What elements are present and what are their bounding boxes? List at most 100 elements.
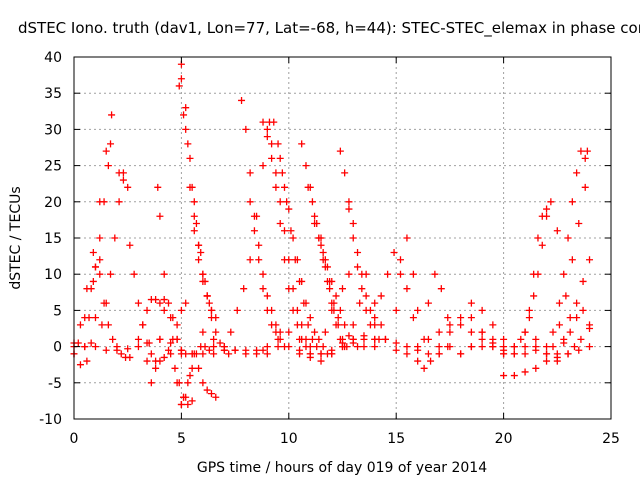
data-point-plus: [446, 328, 454, 336]
grid-lines: [74, 57, 611, 419]
data-point-plus: [304, 183, 312, 191]
y-tick-label: 5: [53, 303, 62, 319]
data-point-plus: [298, 140, 306, 148]
data-point-plus: [549, 328, 557, 336]
data-point-plus: [272, 328, 280, 336]
data-point-plus: [171, 364, 179, 372]
data-point-plus: [371, 343, 379, 351]
data-point-plus: [281, 183, 289, 191]
data-point-plus: [568, 256, 576, 264]
data-point-plus: [390, 248, 398, 256]
chart-title: dSTEC Iono. truth (dav1, Lon=77, Lat=-68…: [18, 19, 640, 38]
data-point-plus: [207, 314, 215, 322]
data-point-plus: [143, 357, 151, 365]
data-point-plus: [298, 277, 306, 285]
data-point-plus: [354, 248, 362, 256]
data-point-plus: [180, 111, 188, 119]
data-point-plus: [298, 321, 306, 329]
data-point-plus: [274, 140, 282, 148]
data-point-plus: [586, 256, 594, 264]
data-point-plus: [100, 198, 108, 206]
data-point-plus: [285, 256, 293, 264]
data-point-plus: [124, 183, 132, 191]
data-point-plus: [87, 339, 95, 347]
data-point-plus: [139, 321, 147, 329]
data-point-plus: [293, 306, 301, 314]
data-point-plus: [190, 212, 198, 220]
data-point-plus: [81, 343, 89, 351]
data-point-plus: [435, 350, 443, 358]
data-point-plus: [534, 234, 542, 242]
data-point-plus: [147, 350, 155, 358]
data-point-plus: [457, 350, 465, 358]
y-tick-label: 15: [44, 231, 62, 247]
data-point-plus: [525, 314, 533, 322]
data-point-plus: [274, 343, 282, 351]
data-point-plus: [102, 299, 110, 307]
data-point-plus: [478, 343, 486, 351]
data-point-plus: [203, 292, 211, 300]
data-point-plus: [263, 292, 271, 300]
data-point-plus: [532, 335, 540, 343]
data-point-plus: [564, 234, 572, 242]
data-point-plus: [165, 299, 173, 307]
data-point-plus: [289, 285, 297, 293]
data-point-plus: [377, 292, 385, 300]
data-point-plus: [255, 256, 263, 264]
data-point-plus: [315, 335, 323, 343]
y-tick-label: 40: [44, 50, 62, 66]
data-point-plus: [130, 270, 138, 278]
data-point-plus: [566, 314, 574, 322]
data-point-plus: [437, 285, 445, 293]
data-point-plus: [102, 346, 110, 354]
y-tick-label: -10: [39, 412, 62, 428]
data-point-plus: [173, 335, 181, 343]
data-point-plus: [201, 277, 209, 285]
data-point-plus: [326, 277, 334, 285]
data-point-plus: [467, 299, 475, 307]
data-point-plus: [83, 357, 91, 365]
data-point-plus: [210, 343, 218, 351]
data-point-plus: [143, 306, 151, 314]
data-point-plus: [184, 401, 192, 409]
data-point-plus: [538, 212, 546, 220]
data-point-plus: [104, 162, 112, 170]
data-point-plus: [246, 256, 254, 264]
data-point-plus: [154, 183, 162, 191]
data-point-plus: [424, 350, 432, 358]
data-point-plus: [156, 357, 164, 365]
data-point-plus: [356, 299, 364, 307]
data-point-plus: [586, 321, 594, 329]
data-point-plus: [553, 227, 561, 235]
data-point-plus: [199, 350, 207, 358]
x-tick-label: 15: [387, 431, 405, 447]
data-point-plus: [180, 393, 188, 401]
data-point-plus: [287, 227, 295, 235]
data-point-plus: [424, 299, 432, 307]
data-point-plus: [328, 306, 336, 314]
data-point-plus: [199, 328, 207, 336]
data-point-plus: [360, 343, 368, 351]
data-point-plus: [98, 321, 106, 329]
data-point-plus: [521, 328, 529, 336]
data-point-plus: [326, 285, 334, 293]
data-point-plus: [306, 353, 314, 361]
data-point-plus: [87, 285, 95, 293]
data-point-plus: [156, 335, 164, 343]
data-point-plus: [255, 241, 263, 249]
data-point-plus: [253, 346, 261, 354]
data-point-plus: [263, 133, 271, 141]
data-point-plus: [581, 154, 589, 162]
data-point-plus: [566, 328, 574, 336]
data-point-plus: [184, 379, 192, 387]
data-point-plus: [478, 328, 486, 336]
data-point-plus: [207, 390, 215, 398]
data-point-plus: [259, 162, 267, 170]
data-point-plus: [573, 169, 581, 177]
data-point-plus: [564, 350, 572, 358]
data-point-plus: [311, 212, 319, 220]
data-point-plus: [328, 346, 336, 354]
data-point-plus: [414, 306, 422, 314]
data-point-plus: [268, 140, 276, 148]
